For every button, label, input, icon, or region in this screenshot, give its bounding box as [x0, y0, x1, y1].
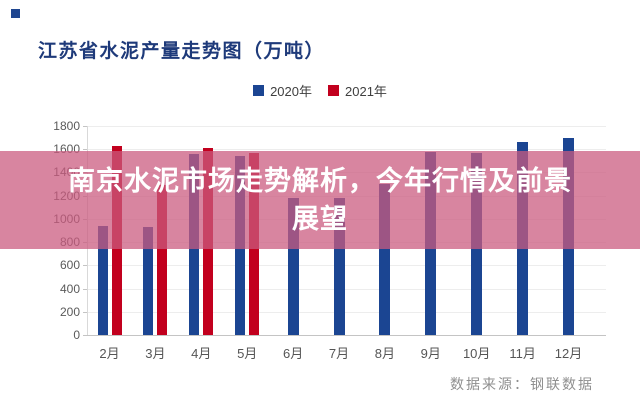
gridline [87, 288, 606, 290]
y-axis-tick [83, 335, 87, 336]
bar-2020 [143, 227, 154, 335]
legend-label-2020: 2020年 [270, 84, 312, 99]
headline-overlay-banner: 南京水泥市场走势解析，今年行情及前景 展望 [0, 151, 640, 249]
chart-title: 江苏省水泥产量走势图（万吨） [38, 41, 326, 62]
x-axis-label: 10月 [462, 346, 491, 361]
gridline [87, 265, 606, 267]
x-axis-label: 2月 [99, 346, 120, 361]
headline-line-2: 展望 [292, 204, 348, 234]
x-axis-label: 9月 [420, 346, 441, 361]
data-source-note: 数据来源：钢联数据 [450, 377, 594, 393]
x-axis-label: 7月 [328, 346, 350, 361]
chart-legend: 2020年 2021年 [0, 81, 640, 100]
y-axis-tick [83, 149, 87, 151]
legend-label-2021: 2021年 [345, 84, 387, 99]
y-axis-label: 600 [59, 258, 80, 273]
x-axis-label: 11月 [509, 346, 536, 361]
headline-line-1: 南京水泥市场走势解析，今年行情及前景 [68, 166, 572, 196]
gridline [87, 126, 606, 127]
y-axis-tick [83, 126, 87, 127]
y-axis-label: 400 [59, 281, 80, 296]
bar-2020 [379, 184, 391, 335]
y-axis-label: 200 [59, 304, 80, 319]
gridline [87, 149, 606, 151]
legend-item-2020: 2020年 [253, 81, 312, 100]
y-axis-tick [83, 288, 87, 290]
bar-2020 [333, 197, 345, 335]
x-axis-line [87, 335, 606, 336]
gridline [87, 311, 606, 313]
legend-swatch-2020 [253, 85, 265, 96]
y-axis-tick [83, 311, 87, 313]
legend-item-2021: 2021年 [328, 81, 387, 100]
x-axis-label: 3月 [145, 346, 166, 361]
y-axis-label: 1800 [53, 119, 80, 133]
x-axis-label: 8月 [374, 346, 395, 361]
legend-swatch-2021 [328, 85, 339, 96]
x-axis-label: 4月 [191, 346, 212, 361]
x-axis-label: 6月 [282, 346, 304, 361]
x-axis-label: 12月 [554, 346, 583, 361]
corner-accent-square [11, 9, 20, 18]
bar-2021 [157, 185, 168, 335]
y-axis-tick [83, 265, 87, 267]
bar-2020 [287, 197, 299, 335]
y-axis-label: 0 [73, 328, 80, 342]
bar-2020 [97, 225, 108, 335]
x-axis-label: 5月 [237, 346, 258, 361]
